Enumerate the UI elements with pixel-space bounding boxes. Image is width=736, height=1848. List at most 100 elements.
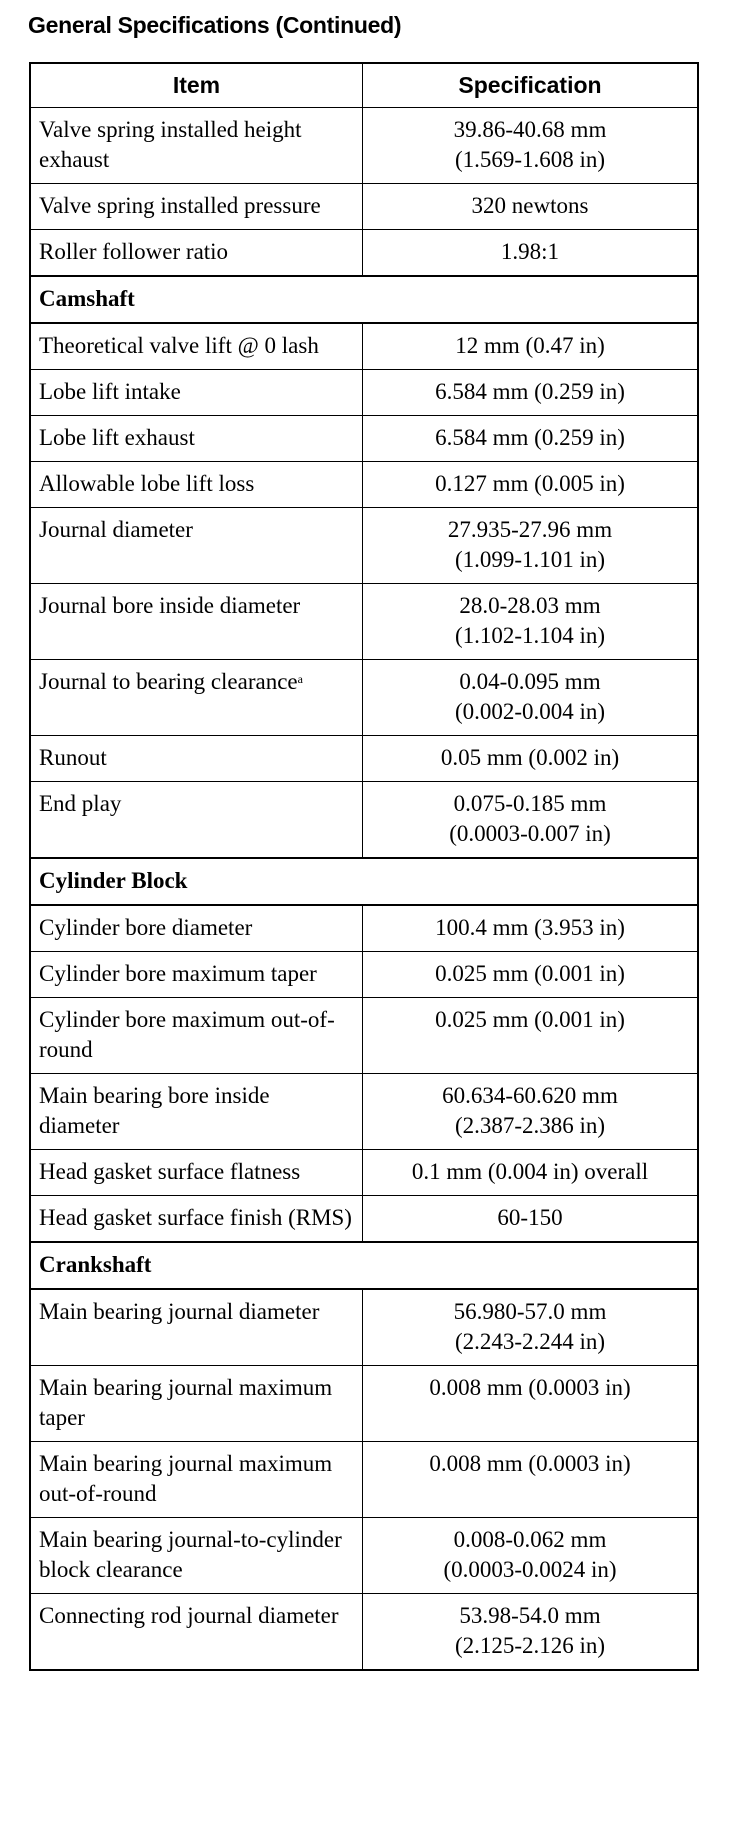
- specification-line: (2.387-2.386 in): [454, 1113, 606, 1138]
- item-label: Journal to bearing clearance: [39, 669, 298, 694]
- item-cell: Roller follower ratio: [29, 229, 363, 277]
- specification-cell: 56.980-57.0 mm (2.243-2.244 in): [362, 1288, 699, 1366]
- specification-line: 0.075-0.185 mm: [453, 791, 607, 816]
- specification-cell: 0.05 mm (0.002 in): [362, 735, 699, 782]
- specification-line: 320 newtons: [471, 193, 589, 218]
- specification-cell: 6.584 mm (0.259 in): [362, 415, 699, 462]
- specification-line: 28.0-28.03 mm: [459, 593, 601, 618]
- table-row: Main bearing journal diameter 56.980-57.0…: [29, 1288, 699, 1366]
- item-label: Cylinder bore maximum out-of-round: [39, 1007, 335, 1062]
- item-label: Journal bore inside diameter: [39, 593, 301, 618]
- item-cell: Main bearing journal-to-cylinder block c…: [29, 1517, 363, 1594]
- item-label: Head gasket surface flatness: [39, 1159, 301, 1184]
- specification-line: (2.125-2.126 in): [454, 1633, 606, 1658]
- specification-line: (2.243-2.244 in): [454, 1329, 606, 1354]
- specification-line: 12 mm (0.47 in): [455, 333, 605, 358]
- specification-cell: 12 mm (0.47 in): [362, 322, 699, 370]
- specification-cell: 53.98-54.0 mm (2.125-2.126 in): [362, 1593, 699, 1671]
- item-label: Connecting rod journal diameter: [39, 1603, 339, 1628]
- item-label: Main bearing journal-to-cylinder block c…: [39, 1527, 342, 1582]
- specification-line: (0.0003-0.007 in): [449, 821, 611, 846]
- table-row: Journal diameter 27.935-27.96 mm (1.099-1.…: [29, 507, 699, 584]
- specification-cell: 0.1 mm (0.004 in) overall: [362, 1149, 699, 1196]
- specification-cell: 0.075-0.185 mm (0.0003-0.007 in): [362, 781, 699, 859]
- item-label: Lobe lift exhaust: [39, 425, 195, 450]
- table-row: Allowable lobe lift loss 0.127 mm (0.005 …: [29, 461, 699, 508]
- specification-cell: 0.025 mm (0.001 in): [362, 951, 699, 998]
- specification-cell: 0.04-0.095 mm (0.002-0.004 in): [362, 659, 699, 736]
- table-row: Connecting rod journal diameter 53.98-54.…: [29, 1593, 699, 1671]
- specification-cell: 27.935-27.96 mm (1.099-1.101 in): [362, 507, 699, 584]
- specification-cell: 0.008 mm (0.0003 in): [362, 1441, 699, 1518]
- specification-line: 60-150: [497, 1205, 563, 1230]
- specifications-table: Item Specification Valve spring installe…: [29, 62, 699, 1671]
- specification-cell: 0.008 mm (0.0003 in): [362, 1365, 699, 1442]
- table-row: End play 0.075-0.185 mm (0.0003-0.007 in): [29, 781, 699, 859]
- specification-line: 0.127 mm (0.005 in): [435, 471, 625, 496]
- section-heading: Crankshaft: [29, 1241, 699, 1290]
- specification-cell: 0.127 mm (0.005 in): [362, 461, 699, 508]
- specification-cell: 60-150: [362, 1195, 699, 1243]
- section-row: Camshaft: [29, 275, 699, 324]
- specification-line: 100.4 mm (3.953 in): [435, 915, 625, 940]
- item-cell: Valve spring installed height exhaust: [29, 107, 363, 184]
- item-cell: Journal to bearing clearancea: [29, 659, 363, 736]
- item-label: Roller follower ratio: [39, 239, 229, 264]
- table-header-row: Item Specification: [29, 62, 699, 108]
- table-row: Theoretical valve lift @ 0 lash 12 mm (0.…: [29, 322, 699, 370]
- specification-line: 6.584 mm (0.259 in): [435, 425, 625, 450]
- specification-line: (1.102-1.104 in): [454, 623, 606, 648]
- item-cell: Connecting rod journal diameter: [29, 1593, 363, 1671]
- item-label: Head gasket surface finish (RMS): [39, 1205, 352, 1230]
- specification-line: 60.634-60.620 mm: [442, 1083, 618, 1108]
- item-cell: Head gasket surface finish (RMS): [29, 1195, 363, 1243]
- table-row: Main bearing journal-to-cylinder block c…: [29, 1517, 699, 1594]
- table-row: Runout 0.05 mm (0.002 in): [29, 735, 699, 782]
- item-cell: Cylinder bore maximum out-of-round: [29, 997, 363, 1074]
- table-row: Lobe lift exhaust 6.584 mm (0.259 in): [29, 415, 699, 462]
- specification-cell: 1.98:1: [362, 229, 699, 277]
- specification-line: 0.008 mm (0.0003 in): [429, 1451, 631, 1476]
- specification-line: 39.86-40.68 mm: [453, 117, 607, 142]
- item-cell: Lobe lift exhaust: [29, 415, 363, 462]
- specification-line: 0.025 mm (0.001 in): [435, 961, 625, 986]
- item-cell: Valve spring installed pressure: [29, 183, 363, 230]
- specification-line: 6.584 mm (0.259 in): [435, 379, 625, 404]
- item-cell: Main bearing journal maximum out-of-roun…: [29, 1441, 363, 1518]
- table-row: Valve spring installed height exhaust 39.…: [29, 107, 699, 184]
- specification-line: (1.099-1.101 in): [454, 547, 606, 572]
- table-row: Journal bore inside diameter 28.0-28.03 m…: [29, 583, 699, 660]
- item-cell: Runout: [29, 735, 363, 782]
- item-label: Main bearing journal maximum taper: [39, 1375, 333, 1430]
- specification-line: (0.0003-0.0024 in): [443, 1557, 617, 1582]
- item-label: Cylinder bore diameter: [39, 915, 253, 940]
- item-label: Journal diameter: [39, 517, 193, 542]
- specification-line: 0.025 mm (0.001 in): [435, 1007, 625, 1032]
- item-label: Main bearing bore inside diameter: [39, 1083, 270, 1138]
- table-row: Cylinder bore diameter 100.4 mm (3.953 in…: [29, 904, 699, 952]
- table-row: Main bearing journal maximum out-of-roun…: [29, 1441, 699, 1518]
- table-row: Cylinder bore maximum out-of-round 0.025 …: [29, 997, 699, 1074]
- specification-cell: 100.4 mm (3.953 in): [362, 904, 699, 952]
- specification-cell: 6.584 mm (0.259 in): [362, 369, 699, 416]
- item-label: Lobe lift intake: [39, 379, 181, 404]
- footnote-marker: a: [297, 672, 303, 686]
- specification-line: 0.05 mm (0.002 in): [440, 745, 620, 770]
- specification-cell: 39.86-40.68 mm (1.569-1.608 in): [362, 107, 699, 184]
- specification-line: 0.04-0.095 mm: [459, 669, 601, 694]
- table-row: Main bearing bore inside diameter 60.634-…: [29, 1073, 699, 1150]
- specification-line: (0.002-0.004 in): [454, 699, 606, 724]
- specification-line: (1.569-1.608 in): [454, 147, 606, 172]
- item-label: Cylinder bore maximum taper: [39, 961, 317, 986]
- item-cell: Main bearing bore inside diameter: [29, 1073, 363, 1150]
- item-label: Valve spring installed pressure: [39, 193, 321, 218]
- item-cell: Journal bore inside diameter: [29, 583, 363, 660]
- section-row: Cylinder Block: [29, 857, 699, 906]
- item-label: End play: [39, 791, 122, 816]
- item-cell: Allowable lobe lift loss: [29, 461, 363, 508]
- specification-cell: 28.0-28.03 mm (1.102-1.104 in): [362, 583, 699, 660]
- item-label: Valve spring installed height exhaust: [39, 117, 302, 172]
- item-cell: Theoretical valve lift @ 0 lash: [29, 322, 363, 370]
- table-row: Journal to bearing clearancea 0.04-0.095 …: [29, 659, 699, 736]
- item-cell: Journal diameter: [29, 507, 363, 584]
